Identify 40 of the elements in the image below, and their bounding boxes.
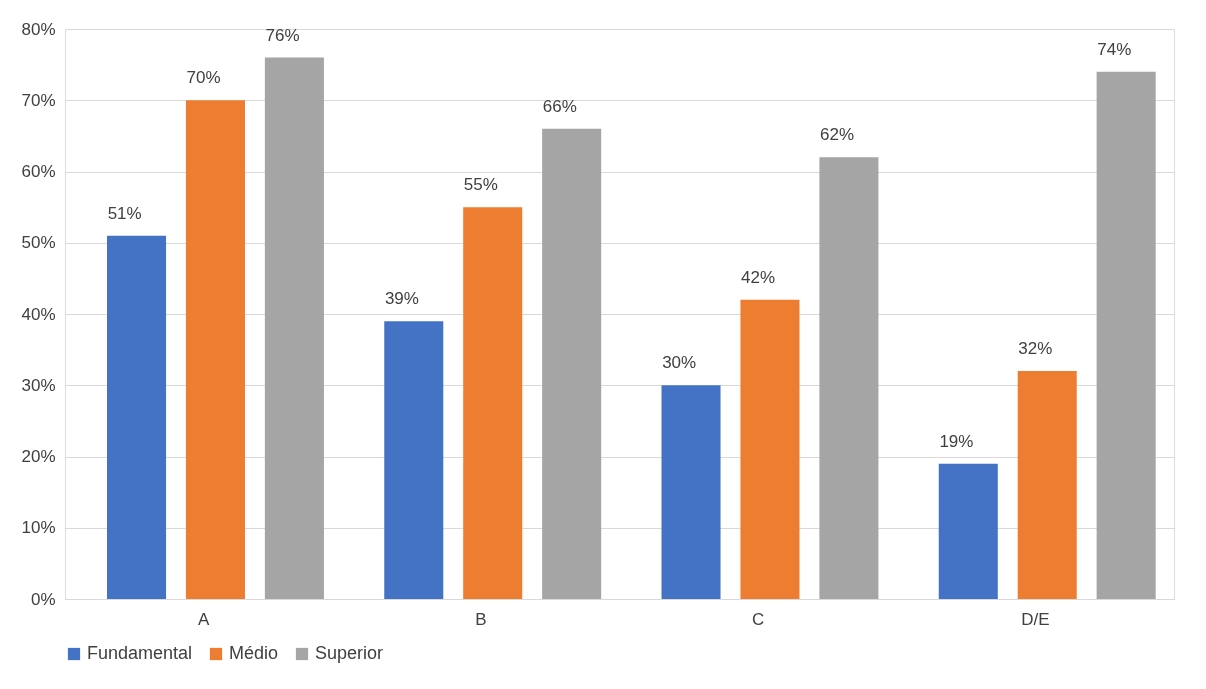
y-tick-label: 30% <box>21 375 56 395</box>
x-tick-label: D/E <box>1021 609 1050 629</box>
data-label: 74% <box>1097 39 1132 59</box>
y-tick-label: 40% <box>21 304 56 324</box>
data-label: 66% <box>542 96 577 116</box>
bar <box>661 385 721 599</box>
data-label: 42% <box>741 267 776 287</box>
legend-label: Superior <box>315 643 384 663</box>
data-label: 32% <box>1018 339 1053 358</box>
bar <box>264 57 324 599</box>
legend-label: Fundamental <box>87 643 193 663</box>
legend-label: Médio <box>229 643 279 663</box>
data-label: 76% <box>265 25 300 45</box>
x-tick-label: C <box>751 609 765 629</box>
bar <box>185 100 245 599</box>
data-label: 19% <box>939 431 974 451</box>
data-label: 30% <box>662 353 697 373</box>
bar <box>819 157 879 599</box>
data-label: 62% <box>820 125 855 145</box>
bar <box>542 128 602 599</box>
y-tick-label: 70% <box>21 90 56 110</box>
bar <box>463 207 523 599</box>
y-tick-label: 80% <box>21 19 56 39</box>
data-label: 70% <box>186 68 221 88</box>
bar <box>740 299 800 599</box>
data-label: 55% <box>463 175 498 195</box>
bar <box>107 235 167 599</box>
y-tick-label: 60% <box>21 162 56 181</box>
y-tick-label: 10% <box>21 518 56 538</box>
x-tick-label: B <box>475 609 487 629</box>
bar <box>1096 71 1156 599</box>
bar <box>384 321 444 599</box>
bar <box>1017 371 1077 599</box>
x-tick-label: A <box>197 609 210 629</box>
y-tick-label: 20% <box>21 447 56 466</box>
bar <box>938 463 998 599</box>
y-tick-label: 50% <box>21 233 56 253</box>
y-tick-label: 0% <box>30 589 56 609</box>
data-label: 39% <box>384 289 419 309</box>
data-label: 51% <box>107 203 142 223</box>
